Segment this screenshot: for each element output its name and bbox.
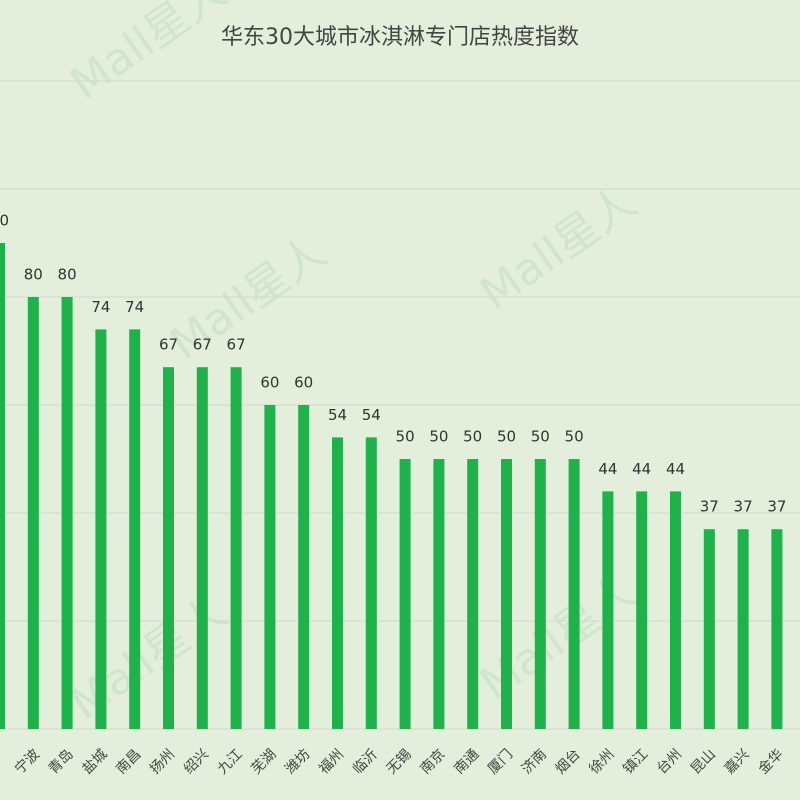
value-label: 54	[328, 406, 347, 424]
bar	[670, 491, 681, 729]
value-label: 37	[700, 498, 719, 516]
value-label: 74	[91, 298, 110, 316]
bar	[636, 491, 648, 729]
bar	[737, 529, 749, 729]
value-label: 50	[565, 428, 584, 446]
value-label: 54	[362, 406, 381, 424]
bar	[534, 459, 546, 729]
bar	[433, 459, 445, 729]
bar	[163, 367, 174, 729]
value-label: 67	[227, 336, 246, 354]
value-label: 44	[666, 460, 685, 478]
value-label: 60	[294, 374, 313, 392]
bar	[196, 367, 208, 729]
value-label: 67	[193, 336, 212, 354]
bar	[0, 243, 5, 729]
value-label: 74	[125, 298, 144, 316]
value-label: 50	[429, 428, 448, 446]
chart-title: 华东30大城市冰淇淋专门店热度指数	[221, 25, 579, 50]
value-label: 50	[396, 428, 415, 446]
bar	[61, 297, 73, 729]
value-label: 50	[531, 428, 550, 446]
bar	[771, 529, 783, 729]
bar	[568, 459, 580, 729]
bar	[230, 367, 242, 729]
bar	[467, 459, 479, 729]
bar	[365, 437, 377, 729]
value-label: 37	[767, 498, 786, 516]
bar	[703, 529, 715, 729]
value-label: 37	[734, 498, 753, 516]
bar	[501, 459, 512, 729]
bar	[27, 297, 39, 729]
value-label: 67	[159, 336, 178, 354]
bar	[129, 329, 141, 729]
value-label: 44	[632, 460, 651, 478]
value-label: 90	[0, 212, 9, 230]
bar	[264, 405, 276, 729]
value-label: 60	[260, 374, 279, 392]
value-label: 44	[598, 460, 617, 478]
bar	[602, 491, 614, 729]
bar	[95, 329, 107, 729]
bar	[332, 437, 343, 729]
value-label: 50	[497, 428, 516, 446]
value-label: 50	[463, 428, 482, 446]
value-label: 80	[58, 266, 77, 284]
value-label: 80	[24, 266, 43, 284]
bar	[399, 459, 411, 729]
bar	[298, 405, 310, 729]
